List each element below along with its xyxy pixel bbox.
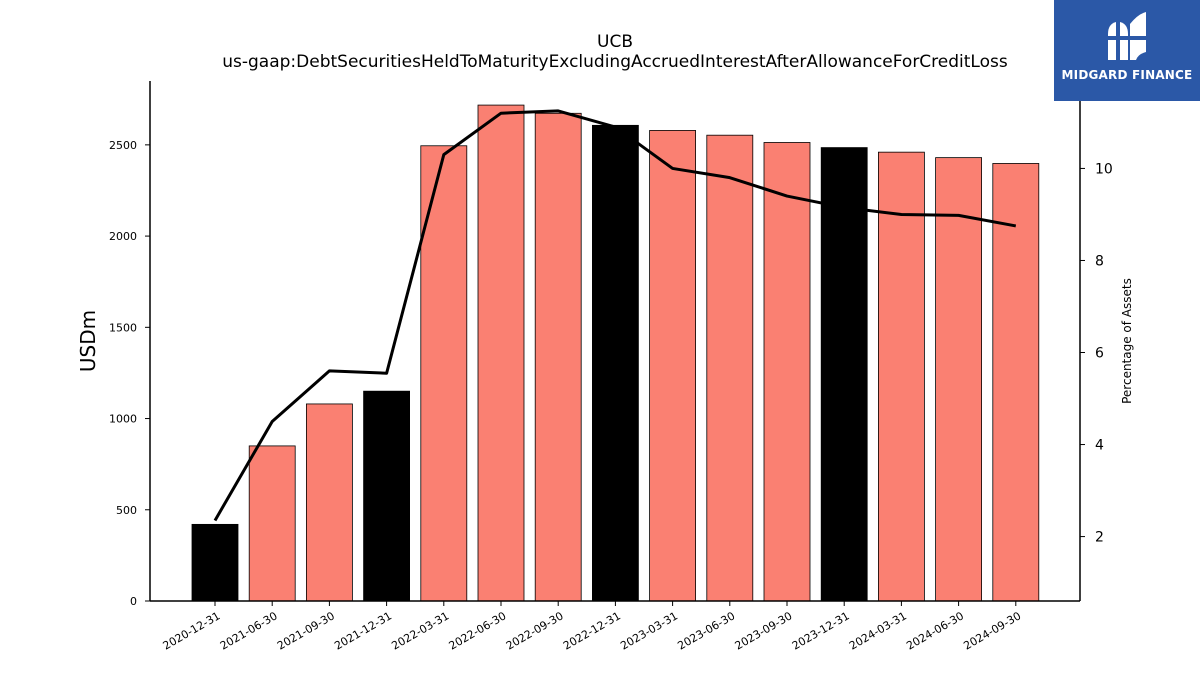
y-right-tick-label: 8 [1095, 253, 1104, 269]
bar [706, 134, 754, 602]
x-tick-label: 2021-12-31 [332, 609, 394, 652]
x-tick-label: 2024-03-31 [847, 609, 909, 652]
y-tick-label: 1500 [109, 321, 137, 334]
y-right-tick-label: 10 [1095, 161, 1113, 177]
x-tick-label: 2024-09-30 [961, 609, 1023, 652]
bar [649, 130, 696, 602]
bar [534, 112, 582, 602]
x-tick-label: 2022-03-31 [389, 609, 451, 652]
x-tick-label: 2023-03-31 [618, 609, 680, 652]
bar [992, 163, 1040, 602]
bar [420, 145, 468, 602]
y-tick-label: 1000 [109, 413, 137, 426]
x-tick-label: 2021-09-30 [275, 609, 337, 652]
logo-mark-icon [1106, 12, 1148, 60]
y-tick-label: 500 [116, 504, 137, 517]
y-tick-label: 2000 [109, 230, 137, 243]
company-logo: MIDGARD FINANCE [1054, 0, 1200, 101]
y-tick-label: 2500 [109, 139, 137, 152]
bar [477, 104, 525, 602]
bar [763, 142, 811, 602]
y-right-tick-label: 2 [1095, 530, 1104, 546]
bar [363, 390, 411, 602]
bar [248, 445, 296, 602]
x-tick-label: 2020-12-31 [161, 609, 223, 652]
chart-title: UCB [597, 32, 633, 52]
y-right-tick-label: 6 [1095, 346, 1104, 362]
bar [820, 147, 868, 602]
logo-text: MIDGARD FINANCE [1061, 68, 1193, 82]
chart-subtitle: us-gaap:DebtSecuritiesHeldToMaturityExcl… [222, 52, 1008, 72]
x-tick-label: 2022-12-31 [561, 609, 623, 652]
x-tick-label: 2024-06-30 [904, 609, 966, 652]
bar [935, 157, 982, 602]
x-tick-label: 2023-09-30 [733, 609, 795, 652]
y-tick-label: 0 [130, 595, 137, 608]
bar [191, 523, 239, 602]
x-tick-label: 2021-06-30 [218, 609, 280, 652]
bar [305, 403, 353, 602]
y-right-axis-label: Percentage of Assets [1120, 278, 1134, 404]
bar [592, 124, 639, 602]
bar [878, 151, 925, 602]
y-axis-label: USDm [76, 310, 100, 372]
y-right-tick-label: 4 [1095, 438, 1104, 454]
x-tick-label: 2022-09-30 [504, 609, 566, 652]
percentage-line [213, 109, 1017, 522]
x-tick-label: 2023-12-31 [790, 609, 852, 652]
x-tick-label: 2023-06-30 [675, 609, 737, 652]
x-tick-label: 2022-06-30 [447, 609, 509, 652]
